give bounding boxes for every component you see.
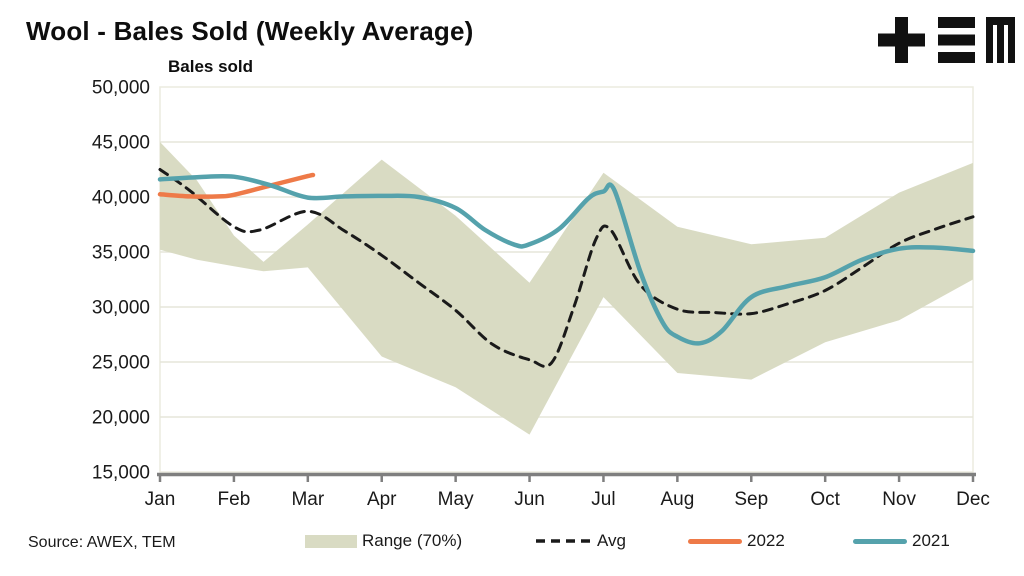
y-tick-label: 25,000	[92, 353, 150, 374]
x-tick-label: Mar	[291, 489, 324, 510]
series-line-2022	[157, 172, 316, 199]
y-tick-label: 15,000	[92, 463, 150, 484]
legend-label-avg: Avg	[597, 531, 626, 550]
y-tick-label: 40,000	[92, 188, 150, 209]
y-tick-label: 20,000	[92, 408, 150, 429]
x-tick-label: Sep	[734, 489, 768, 510]
x-tick-label: Jan	[145, 489, 176, 510]
y-tick-label: 35,000	[92, 243, 150, 264]
y-tick-label: 30,000	[92, 298, 150, 319]
legend-label-2022: 2022	[747, 531, 785, 550]
legend-label-range: Range (70%)	[362, 531, 463, 550]
source-note: Source: AWEX, TEM	[28, 534, 176, 551]
x-tick-label: Feb	[218, 489, 251, 510]
line-2021-swatch-icon	[853, 538, 907, 544]
legend-item-range: Range (70%)	[305, 530, 462, 552]
y-axis-label: Bales sold	[168, 57, 254, 76]
tem-logo-icon	[878, 17, 1015, 63]
legend-item-2021: 2021	[853, 530, 950, 552]
x-tick-label: Oct	[810, 489, 840, 510]
legend-label-2021: 2021	[912, 531, 950, 550]
logo-m-icon	[986, 17, 1015, 63]
logo-bars-icon	[938, 17, 975, 63]
x-tick-label: Dec	[956, 489, 990, 510]
line-2022-swatch-icon	[688, 538, 742, 544]
x-tick-label: Jul	[591, 489, 615, 510]
x-tick-label: Jun	[514, 489, 545, 510]
x-tick-label: Nov	[882, 489, 916, 510]
legend-item-2022: 2022	[688, 530, 785, 552]
tem-logo	[878, 17, 1018, 73]
page-title: Wool - Bales Sold (Weekly Average)	[26, 16, 474, 46]
legend-item-avg: Avg	[536, 530, 626, 552]
avg-dash-swatch-icon	[536, 539, 592, 543]
logo-plus-icon	[878, 17, 925, 63]
y-tick-label: 45,000	[92, 133, 150, 154]
range-band-area	[160, 142, 973, 435]
series-line-2021	[157, 173, 976, 346]
series-line-avg	[158, 168, 975, 368]
y-tick-label: 50,000	[92, 78, 150, 99]
x-tick-label: Aug	[660, 489, 694, 510]
range-swatch-icon	[305, 534, 357, 548]
x-tick-label: Apr	[367, 489, 397, 510]
x-tick-label: May	[438, 489, 474, 510]
